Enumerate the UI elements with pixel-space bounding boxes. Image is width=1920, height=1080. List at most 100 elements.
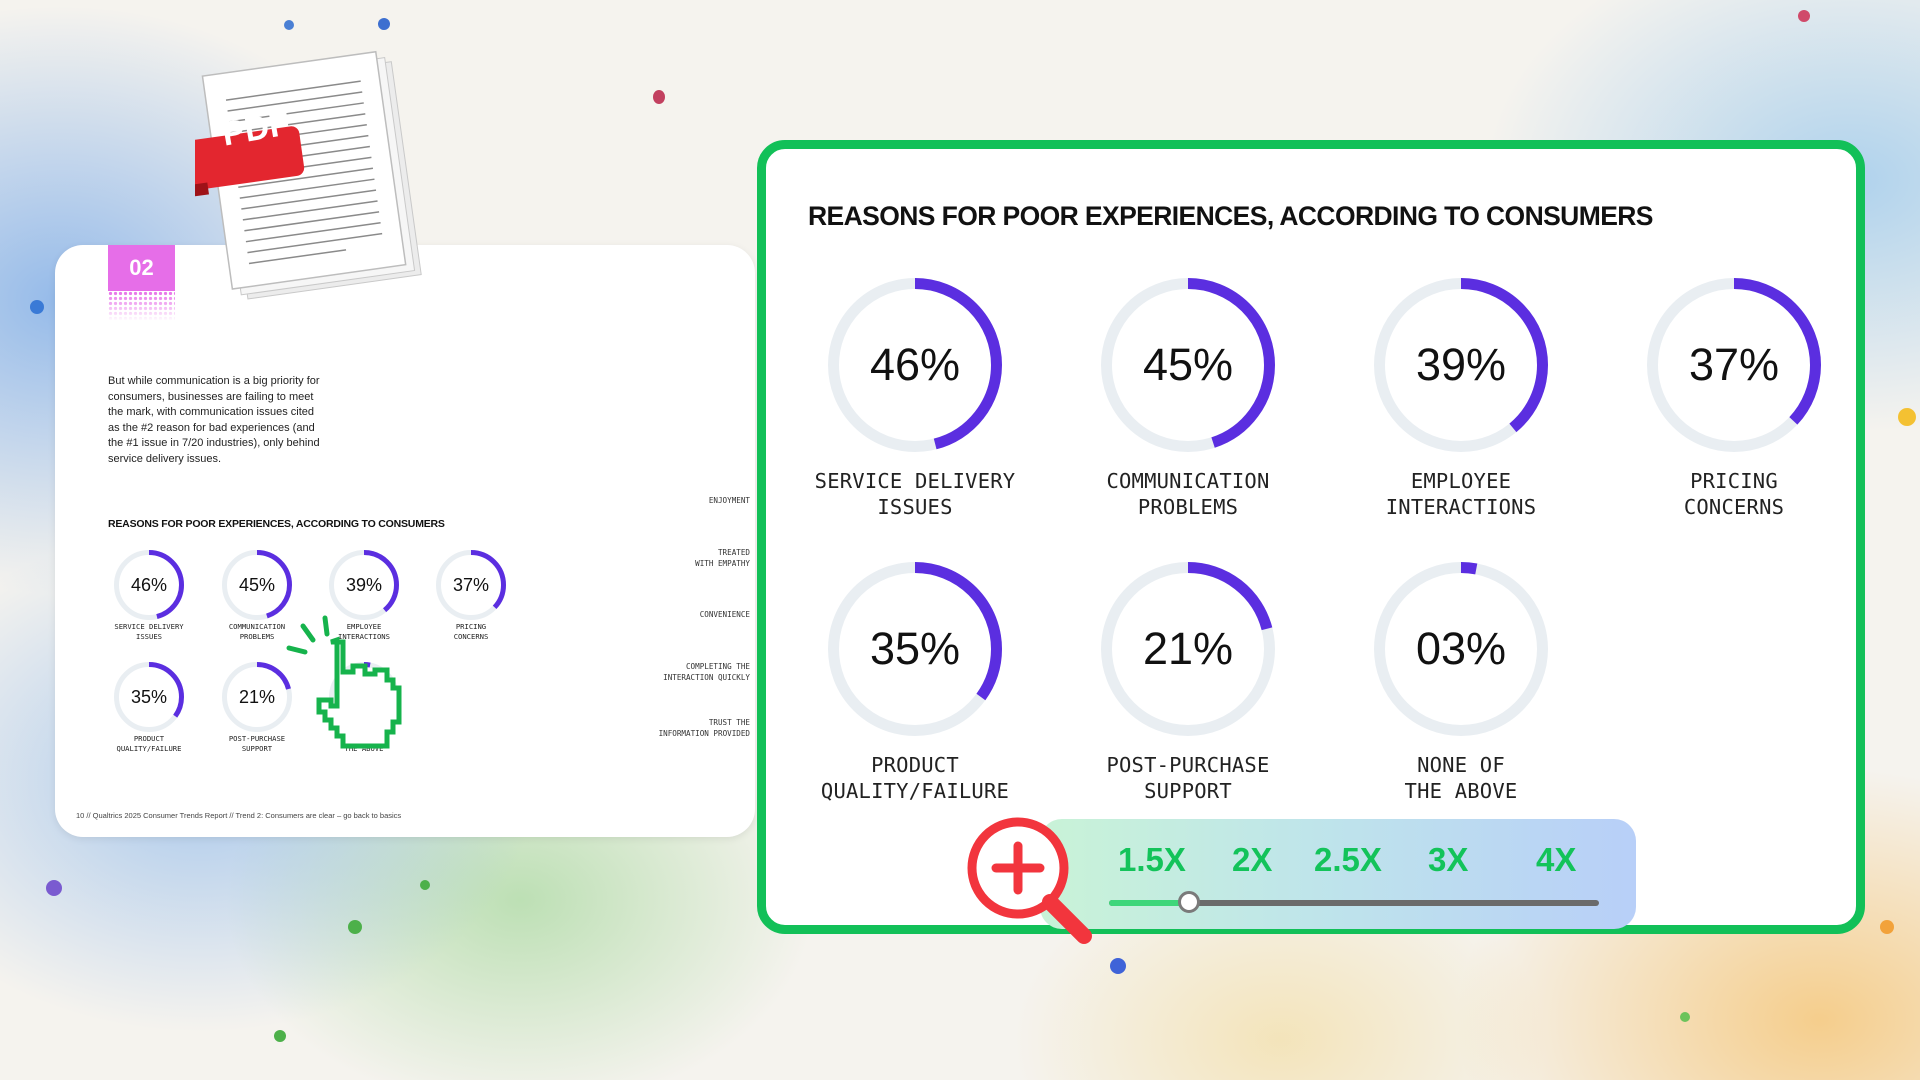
donut-ring bbox=[222, 662, 292, 732]
paint-splatter bbox=[1110, 958, 1126, 974]
donut-ring-wrap: 45% bbox=[222, 550, 292, 620]
donut-ring bbox=[1647, 278, 1821, 452]
donut-category-label: EMPLOYEE INTERACTIONS bbox=[1385, 469, 1537, 519]
donut-arc-1 bbox=[1101, 278, 1275, 452]
donut-ring bbox=[828, 562, 1002, 736]
donut-arc-2 bbox=[329, 550, 399, 620]
zoom-level-4x[interactable]: 4X bbox=[1536, 841, 1577, 878]
zoom-level-1-5x[interactable]: 1.5X bbox=[1118, 841, 1186, 878]
document-chart-title: REASONS FOR POOR EXPERIENCES, ACCORDING … bbox=[108, 518, 445, 530]
donut-ring bbox=[222, 550, 292, 620]
donut-arc-6 bbox=[1374, 562, 1548, 736]
donut-arc-2 bbox=[1374, 278, 1548, 452]
donut-value-label: 03% bbox=[1415, 623, 1507, 674]
donut-ring-wrap: 37% bbox=[436, 550, 506, 620]
zoom-control[interactable]: 1.5X 2X 2.5X 3X 4X bbox=[1040, 819, 1636, 929]
donut-value-label: 39% bbox=[345, 575, 383, 595]
donut-arc-5 bbox=[1101, 562, 1275, 736]
donut-item: 45% COMMUNICATION PROBLEMS bbox=[202, 550, 312, 642]
donut-ring-wrap: 03% bbox=[1374, 562, 1548, 736]
paint-splatter bbox=[1798, 10, 1810, 22]
section-badge-dots bbox=[108, 291, 175, 321]
paint-splatter bbox=[378, 18, 390, 30]
donut-category-label: EMPLOYEE INTERACTIONS bbox=[338, 622, 390, 641]
donut-ring-wrap: 37% bbox=[1647, 278, 1821, 452]
donut-item: 21% POST-PURCHASE SUPPORT bbox=[202, 662, 312, 754]
donut-item: 45% COMMUNICATION PROBLEMS bbox=[1063, 278, 1313, 520]
donut-ring-wrap: 35% bbox=[828, 562, 1002, 736]
donut-item: 35% PRODUCT QUALITY/FAILURE bbox=[94, 662, 204, 754]
donut-value-label: 35% bbox=[869, 623, 961, 674]
donut-ring-wrap: 45% bbox=[1101, 278, 1275, 452]
donut-category-label: PRICING CONCERNS bbox=[453, 622, 489, 641]
donut-category-label: COMMUNICATION PROBLEMS bbox=[1106, 469, 1270, 519]
donut-ring-wrap: 39% bbox=[1374, 278, 1548, 452]
donut-category-label: SERVICE DELIVERY ISSUES bbox=[114, 622, 184, 641]
document-page bbox=[55, 245, 755, 837]
donut-arc-0 bbox=[114, 550, 184, 620]
donut-ring bbox=[1101, 278, 1275, 452]
paint-splatter bbox=[284, 20, 294, 30]
zoom-level-2x[interactable]: 2X bbox=[1232, 841, 1273, 878]
donut-item: 39% EMPLOYEE INTERACTIONS bbox=[309, 550, 419, 642]
paint-splatter bbox=[1898, 408, 1916, 426]
magnifier-plus-icon[interactable] bbox=[960, 812, 1110, 962]
donut-ring bbox=[1101, 562, 1275, 736]
section-number-badge: 02 bbox=[108, 245, 175, 291]
donut-value-label: 46% bbox=[130, 575, 168, 595]
donut-category-label: POST-PURCHASE SUPPORT bbox=[228, 734, 286, 753]
donut-item: 03% NONE OF THE ABOVE bbox=[1336, 562, 1586, 804]
document-side-labels: ENJOYMENT TREATED WITH EMPATHY CONVENIENCE… bbox=[590, 496, 750, 746]
donut-value-label: 21% bbox=[238, 687, 276, 707]
donut-category-label: NONE OF THE ABOVE bbox=[1404, 753, 1518, 803]
pointer-hand-cursor-icon bbox=[286, 615, 402, 749]
document-footer: 10 // Qualtrics 2025 Consumer Trends Rep… bbox=[76, 811, 402, 820]
donut-ring bbox=[114, 662, 184, 732]
donut-item: 21% POST-PURCHASE SUPPORT bbox=[1063, 562, 1313, 804]
donut-arc-4 bbox=[828, 562, 1002, 736]
paint-splatter bbox=[274, 1030, 286, 1042]
document-side-label: COMPLETING THE INTERACTION QUICKLY bbox=[663, 662, 750, 682]
zoom-slider-track[interactable] bbox=[1109, 900, 1599, 906]
zoom-level-3x[interactable]: 3X bbox=[1428, 841, 1469, 878]
paint-splatter bbox=[348, 920, 362, 934]
donut-ring bbox=[329, 550, 399, 620]
donut-ring-wrap: 21% bbox=[1101, 562, 1275, 736]
donut-ring-wrap: 46% bbox=[828, 278, 1002, 452]
zoom-level-2-5x[interactable]: 2.5X bbox=[1314, 841, 1382, 878]
document-paragraph: But while communication is a big priorit… bbox=[108, 375, 320, 465]
paint-splatter bbox=[1680, 1012, 1690, 1022]
donut-category-label: POST-PURCHASE SUPPORT bbox=[1106, 753, 1270, 803]
donut-arc-1 bbox=[222, 550, 292, 620]
pdf-icon bbox=[195, 50, 422, 300]
donut-ring-wrap: 46% bbox=[114, 550, 184, 620]
zoom-slider-thumb[interactable] bbox=[1178, 891, 1200, 913]
donut-ring bbox=[114, 550, 184, 620]
donut-ring bbox=[436, 550, 506, 620]
donut-item: 37% PRICING CONCERNS bbox=[416, 550, 526, 642]
donut-value-label: 35% bbox=[130, 687, 168, 707]
zoomed-chart-title: REASONS FOR POOR EXPERIENCES, ACCORDING … bbox=[808, 201, 1653, 231]
donut-value-label: 21% bbox=[1142, 623, 1234, 674]
donut-value-label: 45% bbox=[1142, 339, 1234, 390]
zoomed-chart-panel: REASONS FOR POOR EXPERIENCES, ACCORDING … bbox=[757, 140, 1865, 934]
donut-arc-3 bbox=[436, 550, 506, 620]
donut-value-label: 45% bbox=[238, 575, 276, 595]
donut-value-label: 46% bbox=[869, 339, 961, 390]
donut-item: 35% PRODUCT QUALITY/FAILURE bbox=[790, 562, 1040, 804]
donut-category-label: SERVICE DELIVERY ISSUES bbox=[814, 469, 1016, 519]
donut-ring bbox=[1374, 278, 1548, 452]
donut-arc-0 bbox=[828, 278, 1002, 452]
donut-item: 39% EMPLOYEE INTERACTIONS bbox=[1336, 278, 1586, 520]
donut-ring-wrap: 21% bbox=[222, 662, 292, 732]
paint-splatter bbox=[30, 300, 44, 314]
donut-item: 46% SERVICE DELIVERY ISSUES bbox=[790, 278, 1040, 520]
donut-item: 46% SERVICE DELIVERY ISSUES bbox=[94, 550, 204, 642]
zoom-slider-fill bbox=[1109, 900, 1189, 906]
donut-category-label: PRICING CONCERNS bbox=[1683, 469, 1785, 519]
paint-splatter bbox=[420, 880, 430, 890]
donut-arc-4 bbox=[114, 662, 184, 732]
paint-splatter bbox=[1880, 920, 1894, 934]
paint-splatter bbox=[46, 880, 62, 896]
document-side-label: TREATED WITH EMPATHY bbox=[695, 548, 750, 568]
